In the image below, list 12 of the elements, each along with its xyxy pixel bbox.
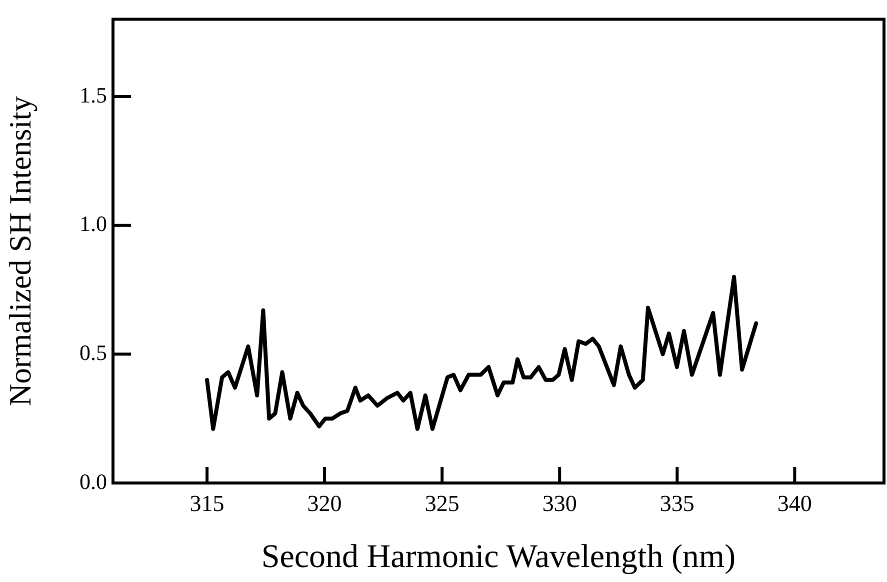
x-axis-title: Second Harmonic Wavelength (nm) xyxy=(261,538,736,575)
y-tick-label: 0.0 xyxy=(80,468,107,494)
y-tick-label: 0.5 xyxy=(80,340,107,365)
y-tick-label: 1.5 xyxy=(80,82,107,108)
x-tick-label: 335 xyxy=(660,490,694,516)
x-tick-label: 330 xyxy=(542,490,577,516)
x-tick-label: 340 xyxy=(777,490,812,516)
x-tick-label: 320 xyxy=(307,490,342,516)
y-tick-label: 1.0 xyxy=(80,211,107,236)
y-axis-title: Normalized SH Intensity xyxy=(2,96,38,406)
x-tick-label: 325 xyxy=(424,490,460,516)
x-tick-label: 315 xyxy=(190,490,224,516)
